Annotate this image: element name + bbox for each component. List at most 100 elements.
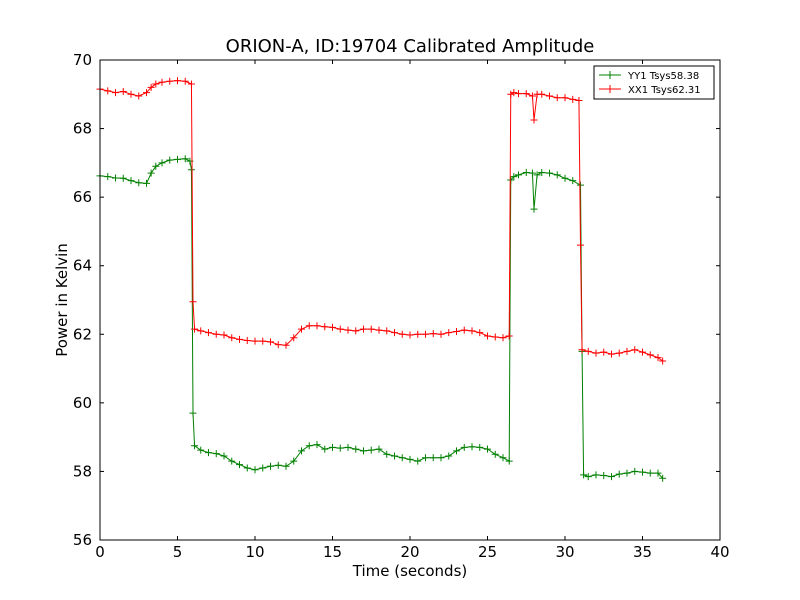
data-point-marker xyxy=(437,454,445,462)
data-point-marker xyxy=(584,473,592,481)
data-point-marker xyxy=(187,80,195,88)
data-point-marker xyxy=(453,447,460,455)
data-point-marker xyxy=(592,471,600,479)
data-point-marker xyxy=(453,328,460,336)
data-point-marker xyxy=(569,177,577,185)
data-point-marker xyxy=(135,179,143,187)
data-point-marker xyxy=(391,329,398,337)
data-point-marker xyxy=(212,450,220,458)
data-point-marker xyxy=(406,331,414,339)
data-point-marker xyxy=(236,461,243,469)
y-tick-label: 56 xyxy=(73,531,92,549)
data-point-marker xyxy=(561,94,569,102)
data-point-marker xyxy=(181,77,189,85)
data-point-marker xyxy=(600,472,608,480)
data-point-marker xyxy=(344,443,352,451)
data-point-marker xyxy=(274,341,282,349)
data-point-marker xyxy=(437,330,445,338)
data-point-marker xyxy=(336,444,344,452)
data-point-marker xyxy=(460,443,468,451)
data-point-marker xyxy=(329,323,336,331)
data-point-marker xyxy=(577,241,584,249)
data-point-marker xyxy=(375,445,383,453)
data-point-marker xyxy=(499,454,507,462)
data-point-marker xyxy=(360,325,367,333)
data-point-marker xyxy=(476,329,484,337)
data-point-marker xyxy=(422,330,429,338)
x-tick-label: 15 xyxy=(323,543,342,561)
data-point-marker xyxy=(127,90,135,98)
data-point-marker xyxy=(631,467,639,475)
legend: YY1 Tsys58.38 XX1 Tsys62.31 xyxy=(593,65,715,100)
x-tick-label: 20 xyxy=(400,543,419,561)
data-point-marker xyxy=(290,457,298,465)
data-point-marker xyxy=(147,169,155,177)
data-point-marker xyxy=(600,348,608,356)
data-point-marker xyxy=(623,469,631,477)
y-tick-label: 68 xyxy=(73,120,92,138)
data-point-marker xyxy=(112,174,119,182)
data-point-marker xyxy=(375,326,383,334)
chart-title: ORION-A, ID:19704 Calibrated Amplitude xyxy=(226,36,595,57)
data-point-marker xyxy=(528,169,536,177)
data-point-marker xyxy=(174,77,181,85)
data-point-marker xyxy=(352,445,360,453)
x-tick-label: 35 xyxy=(633,543,652,561)
data-point-marker xyxy=(383,450,391,458)
data-point-marker xyxy=(546,169,553,177)
series-2 xyxy=(96,77,667,365)
data-point-marker xyxy=(329,443,336,451)
data-point-marker xyxy=(654,469,662,477)
data-point-marker xyxy=(468,327,476,335)
data-point-marker xyxy=(530,205,538,213)
data-point-marker xyxy=(414,330,422,338)
data-point-marker xyxy=(228,334,236,342)
data-point-marker xyxy=(360,447,367,455)
data-point-marker xyxy=(305,322,313,330)
data-point-marker xyxy=(499,334,507,342)
data-point-marker xyxy=(398,454,406,462)
data-point-marker xyxy=(623,347,631,355)
data-point-marker xyxy=(507,90,515,98)
data-point-marker xyxy=(429,330,437,338)
data-point-marker xyxy=(313,441,321,449)
data-point-marker xyxy=(659,357,667,365)
data-point-marker xyxy=(152,162,160,170)
series-1 xyxy=(96,155,667,482)
data-point-marker xyxy=(267,338,274,346)
data-point-marker xyxy=(468,443,476,451)
data-point-marker xyxy=(298,447,305,455)
data-point-marker xyxy=(158,159,166,167)
data-point-marker xyxy=(406,455,414,463)
x-tick-label: 30 xyxy=(555,543,574,561)
data-point-marker xyxy=(584,347,592,355)
data-point-marker xyxy=(429,454,437,462)
data-point-marker xyxy=(383,327,391,335)
data-point-marker xyxy=(197,327,205,335)
data-point-marker xyxy=(147,83,155,91)
data-point-marker xyxy=(336,325,344,333)
data-point-marker xyxy=(507,176,515,184)
data-point-marker xyxy=(491,450,499,458)
data-point-marker xyxy=(553,171,561,179)
data-point-marker xyxy=(639,348,646,356)
data-point-marker xyxy=(615,349,623,357)
data-point-marker xyxy=(191,442,199,450)
data-point-marker xyxy=(143,179,150,187)
y-axis-label: Power in Kelvin xyxy=(53,243,71,357)
data-point-marker xyxy=(267,462,274,470)
data-point-marker xyxy=(515,90,522,98)
data-point-marker xyxy=(259,464,267,472)
data-point-marker xyxy=(580,471,588,479)
legend-label: YY1 Tsys58.38 xyxy=(627,71,699,82)
x-tick-label: 10 xyxy=(245,543,264,561)
y-tick-label: 66 xyxy=(73,188,92,206)
x-tick-label: 40 xyxy=(710,543,729,561)
data-point-marker xyxy=(522,90,530,98)
data-point-marker xyxy=(220,452,228,460)
data-point-marker xyxy=(282,462,290,470)
data-point-marker xyxy=(654,354,662,362)
data-point-marker xyxy=(592,349,600,357)
data-point-marker xyxy=(321,323,329,331)
